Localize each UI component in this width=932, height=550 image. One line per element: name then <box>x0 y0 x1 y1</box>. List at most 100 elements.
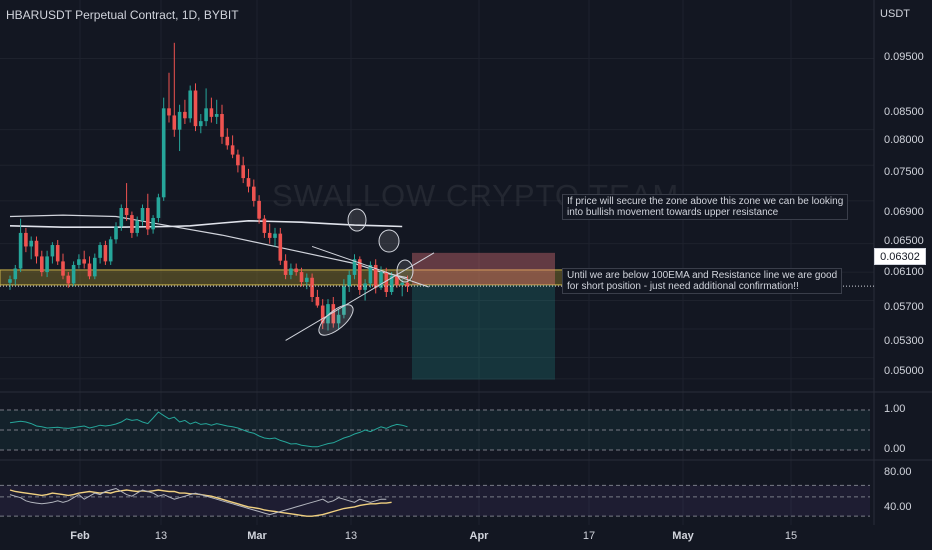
candle-body <box>161 108 166 198</box>
candle-body <box>289 268 293 275</box>
candle-body <box>347 274 351 287</box>
candle-body <box>214 114 219 117</box>
candle-body <box>246 178 251 187</box>
time-axis-label: 13 <box>344 530 358 542</box>
candle-body <box>230 145 235 155</box>
candle-body <box>257 200 261 219</box>
candle-body <box>71 264 76 284</box>
candle-body <box>130 215 134 233</box>
time-axis-label: 13 <box>154 530 168 542</box>
candle-body <box>183 111 187 119</box>
candle-body <box>358 259 362 290</box>
highlight-ellipse <box>347 208 367 232</box>
candle-body <box>220 114 224 137</box>
candle-body <box>379 272 383 288</box>
candle-body <box>368 264 373 284</box>
candle-body <box>34 240 39 257</box>
candle-body <box>204 108 208 122</box>
osc-series-line <box>9 487 387 516</box>
candle-body <box>395 275 399 285</box>
osc-axis-label: 40.00 <box>884 501 912 513</box>
candle-body <box>50 245 55 257</box>
candle-body <box>146 208 150 230</box>
time-axis-label: 17 <box>582 530 596 542</box>
candle-body <box>151 217 155 230</box>
rsi-axis-label: 1.00 <box>884 403 906 415</box>
candle-body <box>209 108 214 117</box>
candle-body <box>283 260 288 275</box>
highlight-ellipse <box>318 304 354 336</box>
time-axis-label: May <box>672 530 694 542</box>
candle-body <box>336 314 341 324</box>
candle-body <box>273 233 277 238</box>
candle-body <box>331 304 336 324</box>
price-axis-label: 0.05300 <box>884 335 924 347</box>
candle-body <box>13 268 18 280</box>
candle-body <box>61 261 65 276</box>
rsi-axis-label: 0.00 <box>884 443 906 455</box>
ema-100-line <box>9 214 408 279</box>
candle-body <box>241 165 245 179</box>
candle-body <box>225 136 230 146</box>
candle-body <box>400 282 404 285</box>
osc-axis-label: 80.00 <box>884 466 912 478</box>
last-price-badge: 0.06302 <box>874 248 926 265</box>
highlight-ellipse <box>378 229 400 253</box>
candle-body <box>87 263 92 277</box>
candle-body <box>24 232 28 247</box>
upper-annotation[interactable]: If price will secure the zone above this… <box>562 194 849 220</box>
candle-body <box>310 277 314 297</box>
slow-ma-line <box>9 219 403 228</box>
price-axis-label: 0.08500 <box>884 106 924 118</box>
candle-body <box>320 305 325 324</box>
candle-body <box>373 264 378 288</box>
candle-body <box>384 272 389 293</box>
price-axis-label: 0.06900 <box>884 206 924 218</box>
candle-body <box>66 275 71 284</box>
time-axis-label: Feb <box>70 530 90 542</box>
candle-body <box>156 197 161 218</box>
time-axis-label: Mar <box>247 530 267 542</box>
time-axis-label: Apr <box>469 530 489 542</box>
short-target-zone <box>412 284 555 380</box>
price-axis-label: 0.05000 <box>884 365 924 377</box>
price-axis-label: 0.05700 <box>884 301 924 313</box>
candle-body <box>45 256 49 273</box>
candle-body <box>40 256 44 273</box>
time-axis-label: 15 <box>784 530 798 542</box>
candle-body <box>29 240 33 247</box>
candle-body <box>55 245 60 262</box>
candle-body <box>389 275 394 293</box>
highlight-ellipse <box>396 259 414 283</box>
price-axis-label: 0.06500 <box>884 235 924 247</box>
candle-body <box>342 286 346 315</box>
price-axis-label: 0.07500 <box>884 166 924 178</box>
candle-body <box>299 272 304 283</box>
candle-body <box>262 218 267 233</box>
candle-body <box>18 232 23 269</box>
candle-body <box>199 121 203 127</box>
candle-body <box>188 90 192 119</box>
candle-body <box>294 268 298 273</box>
short-stop-zone <box>412 252 555 285</box>
candle-body <box>93 257 97 277</box>
lower-annotation[interactable]: Until we are below 100EMA and Resistance… <box>562 268 843 294</box>
candle-body <box>278 233 283 261</box>
candle-body <box>352 259 357 275</box>
candle-body <box>140 208 145 221</box>
price-axis-label: 0.09500 <box>884 51 924 63</box>
candle-body <box>124 208 129 216</box>
price-axis-label: 0.08000 <box>884 134 924 146</box>
candle-body <box>82 259 86 264</box>
candle-body <box>103 245 108 262</box>
candle-body <box>8 279 12 283</box>
rsi-line <box>9 411 408 448</box>
price-axis-label: 0.06100 <box>884 266 924 278</box>
candle-body <box>119 208 124 227</box>
candle-body <box>98 245 102 258</box>
candle-body <box>108 239 113 262</box>
candle-body <box>77 259 81 265</box>
candle-body <box>267 232 272 238</box>
candle-body <box>193 90 198 127</box>
chart-title: HBARUSDT Perpetual Contract, 1D, BYBIT <box>6 8 239 22</box>
